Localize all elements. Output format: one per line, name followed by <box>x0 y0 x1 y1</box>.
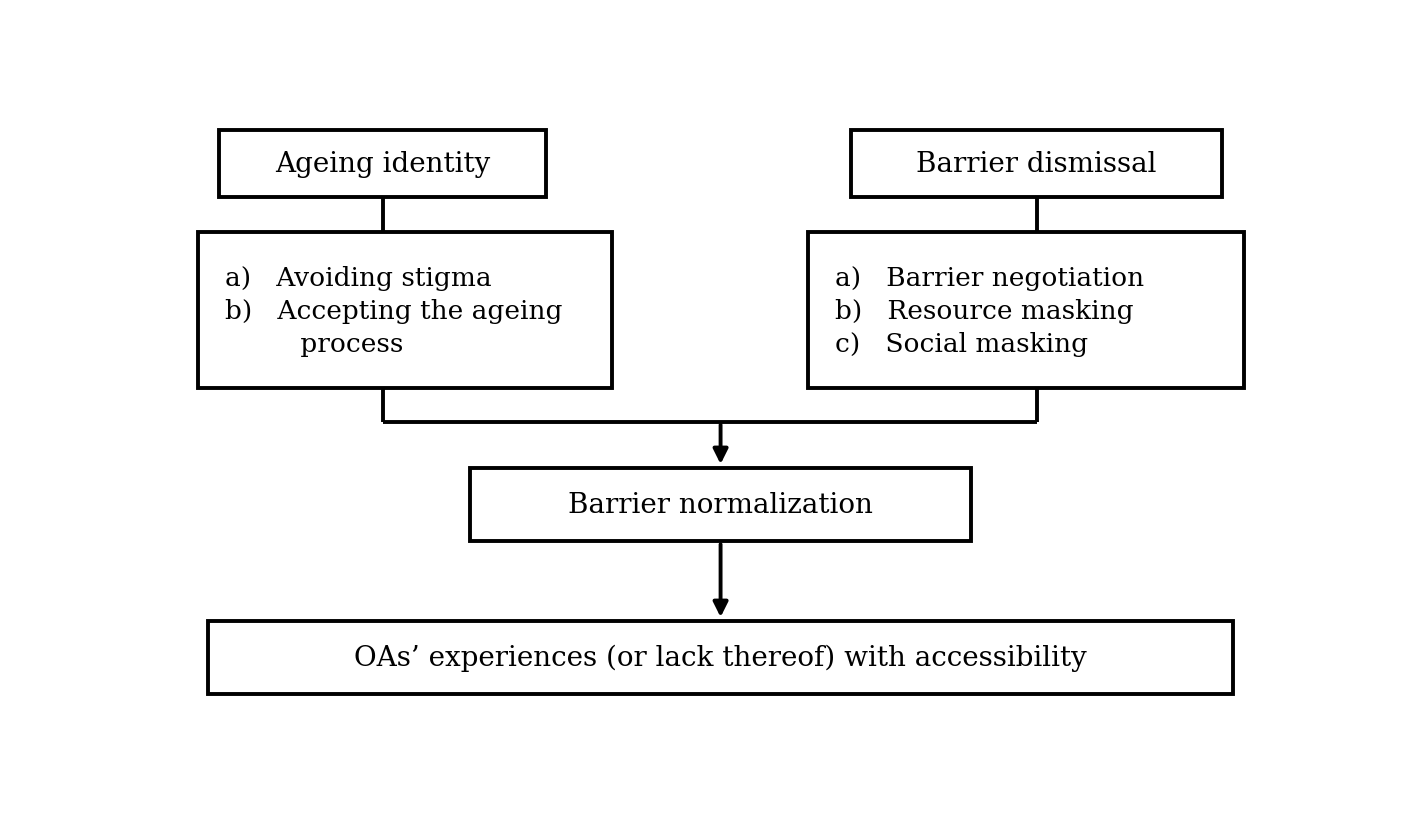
Bar <box>219 131 546 198</box>
Text: Ageing identity: Ageing identity <box>276 151 491 178</box>
Bar <box>197 233 612 389</box>
Text: OAs’ experiences (or lack thereof) with accessibility: OAs’ experiences (or lack thereof) with … <box>354 644 1087 672</box>
Text: Barrier dismissal: Barrier dismissal <box>917 151 1157 178</box>
Bar <box>470 469 972 542</box>
Bar <box>852 131 1222 198</box>
Bar <box>208 621 1233 695</box>
Text: a)   Avoiding stigma
b)   Accepting the ageing
         process: a) Avoiding stigma b) Accepting the agei… <box>225 265 562 356</box>
Text: a)   Barrier negotiation
b)   Resource masking
c)   Social masking: a) Barrier negotiation b) Resource maski… <box>835 265 1144 356</box>
Text: Barrier normalization: Barrier normalization <box>568 492 873 519</box>
Bar <box>807 233 1244 389</box>
